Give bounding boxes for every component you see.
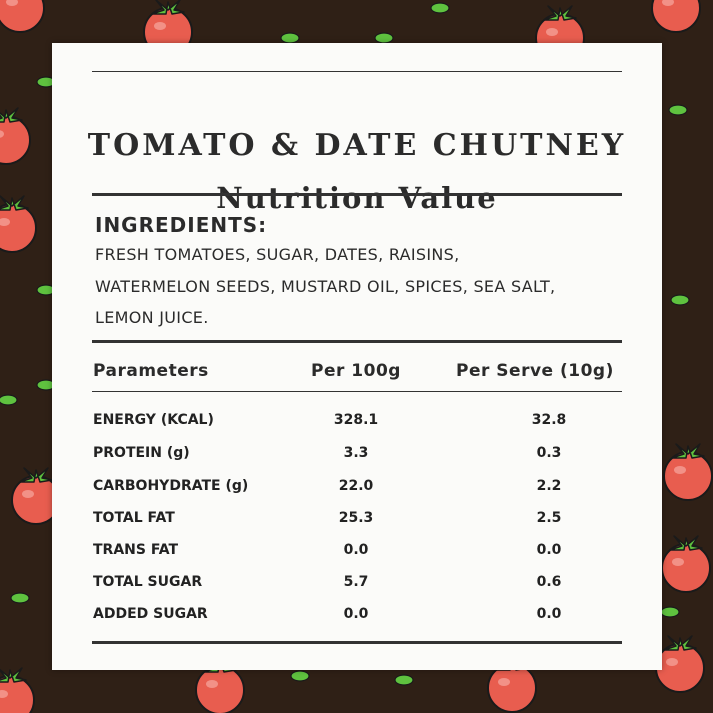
row-per-serve: 0.6 bbox=[536, 574, 562, 590]
nutrition-card: TOMATO & DATE CHUTNEY Nutrition Value IN… bbox=[52, 43, 662, 670]
row-per-100g: 328.1 bbox=[333, 412, 379, 428]
top-divider bbox=[92, 71, 622, 72]
row-parameter: TOTAL FAT bbox=[93, 510, 175, 526]
row-per-serve: 32.8 bbox=[531, 412, 567, 428]
table-row: ENERGY (KCAL) 328.1 32.8 bbox=[52, 412, 662, 444]
row-per-serve: 0.0 bbox=[536, 606, 562, 622]
row-parameter: TRANS FAT bbox=[93, 542, 179, 558]
row-per-100g: 5.7 bbox=[343, 574, 369, 590]
header-per-serve: Per Serve (10g) bbox=[456, 361, 614, 381]
table-row: TRANS FAT 0.0 0.0 bbox=[52, 542, 662, 574]
row-per-serve: 2.2 bbox=[536, 478, 562, 494]
row-per-serve: 0.0 bbox=[536, 542, 562, 558]
table-row: ADDED SUGAR 0.0 0.0 bbox=[52, 606, 662, 638]
ingredients-heading: INGREDIENTS: bbox=[95, 213, 268, 237]
row-per-100g: 0.0 bbox=[343, 542, 369, 558]
ingredients-line: WATERMELON SEEDS, MUSTARD OIL, SPICES, S… bbox=[95, 277, 556, 296]
table-row: PROTEIN (g) 3.3 0.3 bbox=[52, 445, 662, 477]
page-subtitle: Nutrition Value bbox=[216, 181, 498, 215]
header-parameters: Parameters bbox=[93, 361, 209, 381]
row-per-serve: 2.5 bbox=[536, 510, 562, 526]
row-per-serve: 0.3 bbox=[536, 445, 562, 461]
table-row: TOTAL FAT 25.3 2.5 bbox=[52, 510, 662, 542]
ingredients-line: LEMON JUICE. bbox=[95, 308, 209, 327]
header-divider bbox=[92, 391, 622, 392]
table-bottom-divider bbox=[92, 641, 622, 644]
row-per-100g: 3.3 bbox=[343, 445, 369, 461]
ingredients-line: FRESH TOMATOES, SUGAR, DATES, RAISINS, bbox=[95, 245, 460, 264]
row-parameter: PROTEIN (g) bbox=[93, 445, 190, 461]
row-per-100g: 25.3 bbox=[338, 510, 374, 526]
row-parameter: ADDED SUGAR bbox=[93, 606, 208, 622]
header-per-100g: Per 100g bbox=[311, 361, 401, 381]
title-divider bbox=[92, 193, 622, 196]
row-parameter: CARBOHYDRATE (g) bbox=[93, 478, 249, 494]
row-per-100g: 22.0 bbox=[338, 478, 374, 494]
product-title: TOMATO & DATE CHUTNEY bbox=[87, 128, 627, 163]
table-row: TOTAL SUGAR 5.7 0.6 bbox=[52, 574, 662, 606]
table-top-divider bbox=[92, 340, 622, 343]
row-parameter: ENERGY (KCAL) bbox=[93, 412, 214, 428]
table-row: CARBOHYDRATE (g) 22.0 2.2 bbox=[52, 478, 662, 510]
row-per-100g: 0.0 bbox=[343, 606, 369, 622]
row-parameter: TOTAL SUGAR bbox=[93, 574, 203, 590]
